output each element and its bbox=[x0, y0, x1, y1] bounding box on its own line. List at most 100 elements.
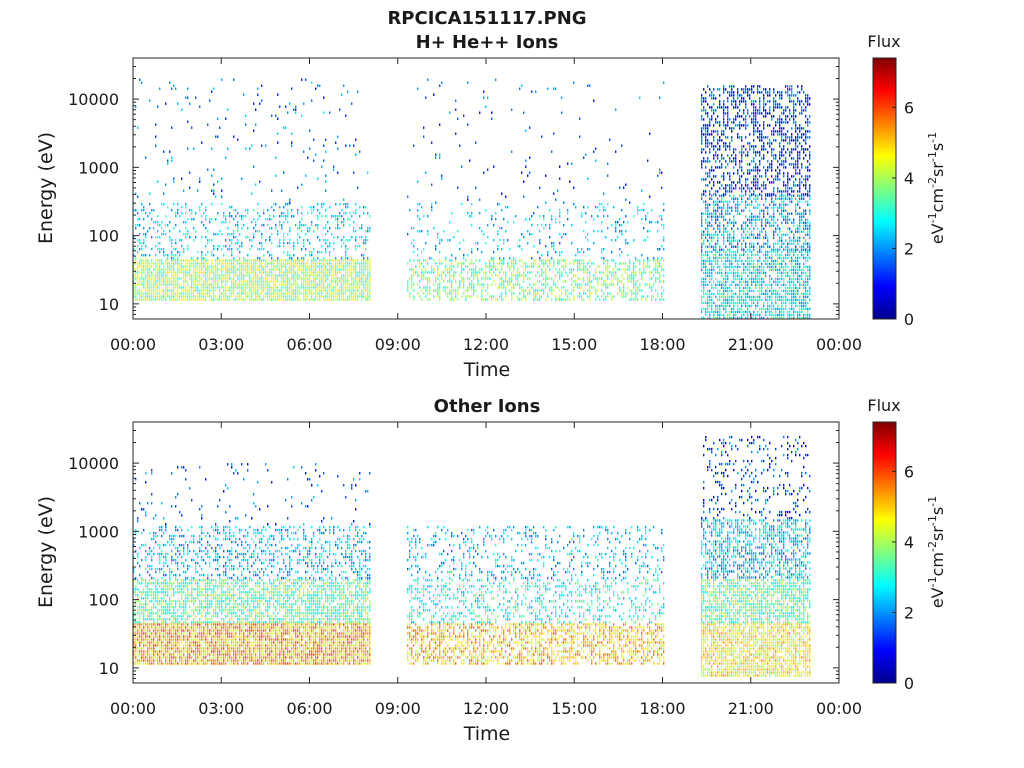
flux-pixel bbox=[333, 280, 335, 283]
flux-pixel bbox=[633, 262, 635, 265]
flux-pixel bbox=[633, 271, 635, 274]
flux-pixel bbox=[641, 209, 643, 212]
flux-pixel bbox=[779, 197, 781, 200]
flux-pixel bbox=[453, 289, 455, 292]
flux-pixel bbox=[773, 248, 775, 251]
flux-pixel bbox=[323, 265, 325, 268]
flux-pixel bbox=[183, 265, 185, 268]
flux-pixel bbox=[545, 280, 547, 283]
flux-pixel bbox=[211, 295, 213, 298]
flux-pixel bbox=[581, 262, 583, 265]
flux-pixel bbox=[479, 283, 481, 286]
flux-pixel bbox=[497, 233, 499, 236]
flux-pixel bbox=[257, 265, 259, 268]
flux-pixel bbox=[473, 274, 475, 277]
flux-pixel bbox=[747, 256, 749, 260]
flux-pixel bbox=[779, 307, 781, 311]
flux-pixel bbox=[151, 259, 153, 262]
flux-pixel bbox=[237, 292, 239, 295]
flux-pixel bbox=[201, 265, 203, 268]
flux-pixel bbox=[247, 295, 249, 298]
flux-pixel bbox=[433, 268, 435, 271]
flux-pixel bbox=[723, 203, 725, 206]
flux-pixel bbox=[243, 259, 245, 262]
flux-pixel bbox=[713, 212, 715, 215]
flux-pixel bbox=[755, 206, 757, 209]
flux-pixel bbox=[255, 298, 257, 301]
flux-pixel bbox=[421, 268, 423, 271]
flux-pixel bbox=[275, 203, 277, 206]
flux-pixel bbox=[217, 135, 219, 138]
flux-pixel bbox=[165, 271, 167, 274]
flux-pixel bbox=[741, 316, 743, 320]
flux-pixel bbox=[785, 221, 787, 224]
flux-pixel bbox=[803, 283, 805, 287]
flux-pixel bbox=[427, 280, 429, 283]
flux-pixel bbox=[787, 212, 789, 215]
flux-pixel bbox=[741, 298, 743, 302]
flux-pixel bbox=[755, 194, 757, 197]
flux-pixel bbox=[141, 295, 143, 298]
flux-pixel bbox=[409, 277, 411, 280]
flux-pixel bbox=[205, 283, 207, 286]
flux-pixel bbox=[501, 298, 503, 301]
flux-pixel bbox=[309, 129, 311, 132]
flux-pixel bbox=[703, 200, 705, 203]
flux-pixel bbox=[257, 218, 259, 221]
flux-pixel bbox=[143, 265, 145, 268]
flux-pixel bbox=[793, 292, 795, 296]
flux-pixel bbox=[275, 156, 277, 159]
flux-pixel bbox=[191, 289, 193, 292]
flux-pixel bbox=[319, 251, 321, 254]
flux-pixel bbox=[319, 268, 321, 271]
flux-pixel bbox=[763, 242, 765, 245]
flux-pixel bbox=[283, 271, 285, 274]
flux-pixel bbox=[189, 236, 191, 239]
flux-pixel bbox=[343, 84, 345, 87]
flux-pixel bbox=[331, 233, 333, 236]
flux-pixel bbox=[195, 268, 197, 271]
flux-pixel bbox=[551, 277, 553, 280]
flux-pixel bbox=[725, 268, 727, 272]
flux-pixel bbox=[291, 265, 293, 268]
flux-pixel bbox=[737, 197, 739, 200]
flux-pixel bbox=[237, 248, 239, 251]
flux-pixel bbox=[743, 286, 745, 290]
flux-pixel bbox=[613, 271, 615, 274]
flux-pixel bbox=[749, 248, 751, 251]
flux-pixel bbox=[303, 271, 305, 274]
flux-pixel bbox=[613, 277, 615, 280]
flux-pixel bbox=[807, 221, 809, 224]
flux-pixel bbox=[431, 206, 433, 209]
flux-pixel bbox=[555, 221, 557, 224]
flux-pixel bbox=[775, 310, 777, 314]
flux-pixel bbox=[175, 212, 177, 215]
flux-pixel bbox=[721, 286, 723, 290]
flux-pixel bbox=[297, 271, 299, 274]
flux-pixel bbox=[341, 259, 343, 262]
flux-pixel bbox=[809, 292, 811, 296]
flux-pixel bbox=[529, 283, 531, 286]
flux-pixel bbox=[171, 251, 173, 254]
flux-pixel bbox=[701, 310, 703, 314]
flux-pixel bbox=[589, 298, 591, 301]
flux-pixel bbox=[717, 224, 719, 227]
flux-pixel bbox=[463, 283, 465, 286]
flux-pixel bbox=[299, 286, 301, 289]
flux-pixel bbox=[427, 215, 429, 218]
flux-pixel bbox=[367, 230, 369, 233]
flux-pixel bbox=[253, 209, 255, 212]
flux-pixel bbox=[701, 242, 703, 245]
flux-pixel bbox=[703, 307, 705, 311]
flux-pixel bbox=[417, 87, 419, 90]
flux-pixel bbox=[265, 292, 267, 295]
flux-pixel bbox=[281, 283, 283, 286]
flux-pixel bbox=[647, 230, 649, 233]
flux-pixel bbox=[611, 259, 613, 262]
flux-pixel bbox=[407, 233, 409, 236]
flux-pixel bbox=[241, 292, 243, 295]
flux-pixel bbox=[417, 248, 419, 251]
flux-pixel bbox=[417, 180, 419, 183]
flux-pixel bbox=[757, 218, 759, 221]
flux-pixel bbox=[419, 230, 421, 233]
